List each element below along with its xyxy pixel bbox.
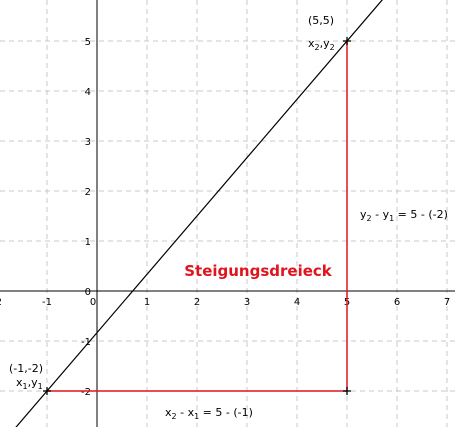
y-tick-label: -1 <box>81 337 91 348</box>
point-marker <box>43 387 51 395</box>
y-tick-label: 0 <box>85 287 91 298</box>
x-tick-label: -2 <box>0 297 2 308</box>
points <box>43 37 351 395</box>
x-tick-label: 2 <box>194 297 200 308</box>
chart-title: Steigungsdreieck <box>184 262 333 280</box>
slope-triangle <box>47 41 348 392</box>
y-tick-label: 2 <box>85 187 91 198</box>
x-tick-label: -1 <box>42 297 52 308</box>
y-tick-label: 3 <box>85 137 91 148</box>
x-tick-label: 0 <box>90 297 96 308</box>
x-tick-label: 6 <box>394 297 400 308</box>
y-tick-label: -2 <box>81 387 91 398</box>
delta-y-label: y2 - y1 = 5 - (-2) <box>360 208 448 223</box>
y-tick-label: 5 <box>85 37 91 48</box>
p1-coordinate-label: (-1,-2) <box>9 362 43 375</box>
x-tick-label: 1 <box>144 297 150 308</box>
x-tick-label: 4 <box>294 297 300 308</box>
point-marker <box>343 387 351 395</box>
p1-variable-label: x1,y1 <box>16 376 43 391</box>
x-tick-label: 7 <box>444 297 450 308</box>
p2-coordinate-label: (5,5) <box>308 14 334 27</box>
y-tick-label: 1 <box>85 237 91 248</box>
point-marker <box>343 37 351 45</box>
p2-variable-label: x2,y2 <box>308 37 335 52</box>
x-tick-label: 3 <box>244 297 250 308</box>
delta-x-label: x2 - x1 = 5 - (-1) <box>165 406 253 421</box>
y-tick-label: 4 <box>85 87 91 98</box>
